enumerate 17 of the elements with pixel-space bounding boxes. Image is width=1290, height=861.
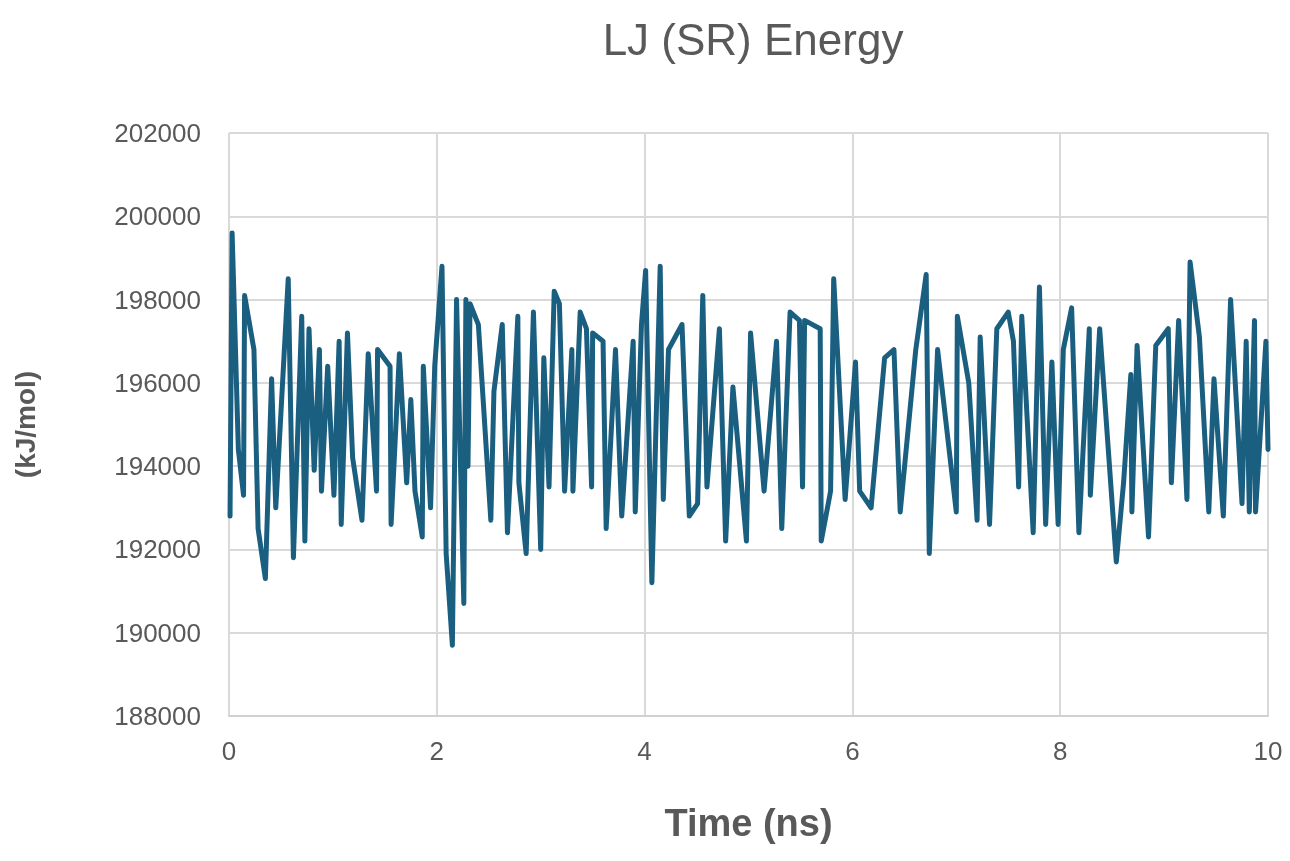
y-tick-label: 190000 <box>114 617 201 648</box>
y-tick-label: 202000 <box>114 118 201 148</box>
y-tick-label: 194000 <box>114 451 201 482</box>
x-axis-title: Time (ns) <box>664 802 833 844</box>
y-tick-label: 198000 <box>114 284 201 315</box>
y-tick-label: 196000 <box>114 367 201 398</box>
x-tick-label: 0 <box>221 736 237 766</box>
chart-title: LJ (SR) Energy <box>602 14 904 64</box>
x-tick-label: 4 <box>637 736 652 766</box>
x-tick-label: 2 <box>429 736 445 766</box>
x-tick-label: 10 <box>1253 736 1283 766</box>
y-tick-label: 188000 <box>114 701 201 731</box>
x-tick-label: 8 <box>1052 736 1068 766</box>
y-axis-title: (kJ/mol) <box>9 370 41 479</box>
y-tick-label: 200000 <box>114 201 201 232</box>
y-tick-label: 192000 <box>114 534 201 565</box>
x-tick-label: 6 <box>845 736 860 766</box>
